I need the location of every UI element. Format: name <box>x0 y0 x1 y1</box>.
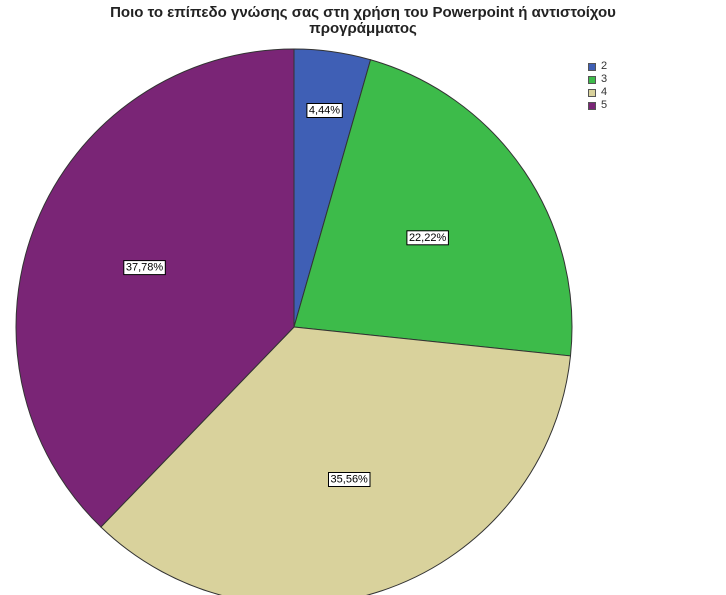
chart-title-line-2: προγράμματος <box>309 20 417 37</box>
slice-label-text-4: 35,56% <box>331 474 369 486</box>
legend-swatch-2 <box>588 62 596 71</box>
slice-label-text-3: 22,22% <box>409 232 447 244</box>
legend-item-3: 3 <box>588 73 607 86</box>
slice-label-box-3 <box>406 230 449 246</box>
slice-label-text-2: 4,44% <box>309 105 340 117</box>
pie-slice-4 <box>100 326 572 595</box>
legend-swatch-5 <box>588 101 596 110</box>
pie-slice-3 <box>293 59 573 357</box>
slice-label-5: 37,78% <box>123 260 166 276</box>
legend-label-4: 4 <box>601 86 608 98</box>
slice-label-box-4 <box>328 472 371 487</box>
legend-label-2: 2 <box>601 60 608 72</box>
legend-label-5: 5 <box>601 99 608 111</box>
legend-item-2: 2 <box>588 60 607 73</box>
legend-item-4: 4 <box>588 86 607 99</box>
chart-title: Ποιο το επίπεδο γνώσης σας στη χρήση του… <box>0 5 726 37</box>
chart-title-line-1: Ποιο το επίπεδο γνώσης σας στη χρήση του… <box>110 4 616 21</box>
slice-label-text-5: 37,78% <box>126 262 164 274</box>
legend-swatch-4 <box>588 88 596 97</box>
slice-label-2: 4,44% <box>306 103 343 118</box>
slice-label-4: 35,56% <box>328 472 371 487</box>
slice-label-box-2 <box>306 103 343 118</box>
pie-slice-5 <box>15 48 295 528</box>
legend-label-3: 3 <box>601 73 608 85</box>
legend-swatch-3 <box>588 75 596 84</box>
legend-item-5: 5 <box>588 99 607 112</box>
slice-label-3: 22,22% <box>406 230 449 246</box>
slice-label-box-5 <box>123 260 166 276</box>
